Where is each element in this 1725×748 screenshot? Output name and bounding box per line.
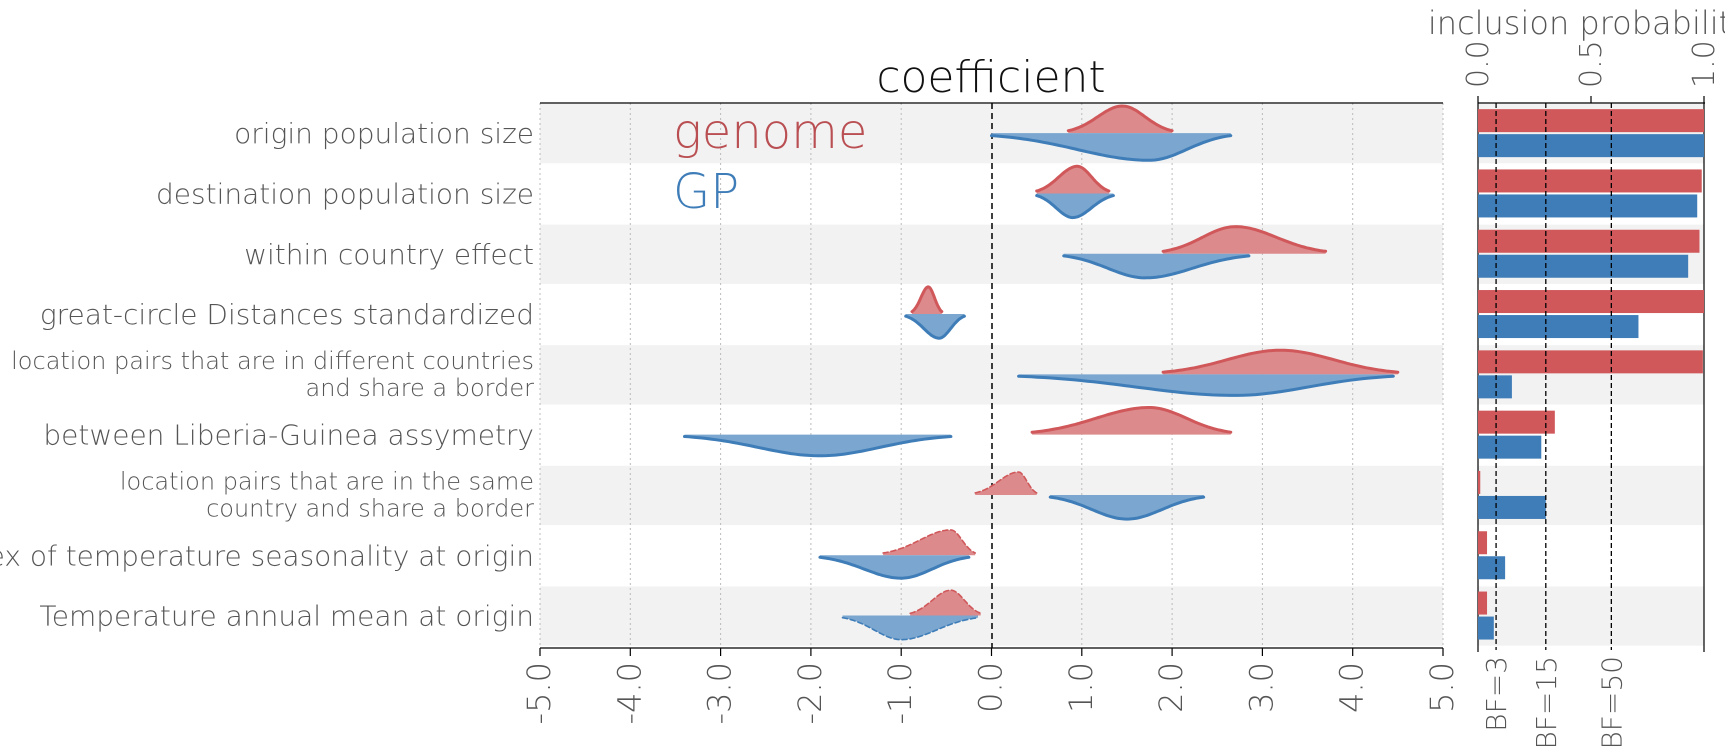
category-label: great-circle Distances standardized <box>40 298 534 331</box>
violin-genome-outline <box>882 529 976 554</box>
legend-gp: GP <box>673 164 739 220</box>
x-tick-label: -1.0 <box>881 662 919 724</box>
bar-gp <box>1478 375 1512 399</box>
violin-gp-outline <box>904 314 966 340</box>
violin-genome-fill <box>1032 407 1231 435</box>
category-labels: origin population size destination popula… <box>0 117 534 632</box>
violin-gp-fill <box>1063 253 1249 278</box>
bf-label: BF=50 <box>1595 656 1628 748</box>
category-label: between Liberia-Guinea assymetry <box>43 419 534 452</box>
x-tick-label: 0.5 <box>1574 40 1609 88</box>
x-tick-label: 1.0 <box>1062 662 1100 713</box>
category-label: and share a border <box>305 374 534 402</box>
bar-genome <box>1478 229 1700 253</box>
x-tick-label: 4.0 <box>1333 662 1371 713</box>
inclusion-bars <box>1478 109 1704 640</box>
x-tick-label: 2.0 <box>1152 662 1190 713</box>
violin-genome-outline <box>974 471 1038 494</box>
violin-genome-fill <box>1163 350 1398 375</box>
bar-gp <box>1478 254 1689 278</box>
inclusion-x-ticks: 0.0 0.5 1.0 <box>1461 40 1722 103</box>
violin-genome-fill <box>1036 166 1109 194</box>
violin-gp-fill <box>819 555 969 579</box>
category-label: origin population size <box>234 117 534 150</box>
bar-gp <box>1478 194 1698 218</box>
bar-gp <box>1478 556 1506 580</box>
category-label: Temperature annual mean at origin <box>39 600 534 633</box>
violin-genome-outline <box>1030 406 1233 434</box>
violin-genome-fill <box>910 590 981 616</box>
violin-genome-outline <box>909 589 982 615</box>
violin-genome-fill <box>912 286 942 315</box>
bar-genome <box>1478 591 1488 615</box>
violin-gp-outline <box>818 555 971 580</box>
x-tick-label: 3.0 <box>1242 662 1280 713</box>
x-tick-label: -5.0 <box>520 662 558 724</box>
violin-genome-outline <box>1161 225 1328 253</box>
bar-gp <box>1478 435 1542 459</box>
bar-genome <box>1478 410 1555 434</box>
legend-genome: genome <box>673 104 867 160</box>
x-tick-label: 1.0 <box>1687 40 1722 88</box>
violin-gp-fill <box>905 314 965 339</box>
coefficient-title: coefficient <box>876 52 1105 103</box>
bar-genome <box>1478 169 1702 193</box>
category-label: index of temperature seasonality at orig… <box>0 539 534 572</box>
violin-gp-fill <box>1050 494 1204 520</box>
x-tick-label: 0.0 <box>972 662 1010 713</box>
violin-gp-fill <box>1036 193 1114 218</box>
x-tick-label: -2.0 <box>791 662 829 724</box>
bar-gp <box>1478 495 1546 519</box>
violin-gp-fill <box>1018 374 1394 396</box>
bar-gp <box>1478 134 1704 158</box>
bar-genome <box>1478 531 1488 555</box>
violin-genome-outline <box>1161 348 1400 374</box>
violin-gp-fill <box>842 615 978 640</box>
x-tick-label: 0.0 <box>1461 40 1496 88</box>
category-label: location pairs that are in the same <box>120 467 534 495</box>
bar-genome <box>1478 350 1703 374</box>
violin-genome-fill <box>1163 226 1326 254</box>
violins <box>683 104 1400 641</box>
bar-genome <box>1478 290 1704 314</box>
category-label: country and share a border <box>206 494 534 522</box>
violin-genome-fill <box>1068 106 1173 134</box>
row-band <box>1478 586 1704 646</box>
violin-genome-outline <box>1066 104 1174 133</box>
bar-genome <box>1478 109 1704 133</box>
violin-gp-outline <box>1035 194 1115 220</box>
bayes-factor-lines: BF=3 BF=15 BF=50 <box>1480 103 1628 748</box>
violin-gp-outline <box>990 134 1233 162</box>
inclusion-title: inclusion probability <box>1428 4 1725 42</box>
violin-gp-outline <box>1062 254 1251 280</box>
violin-gp-outline <box>683 435 953 458</box>
violin-gp-fill <box>991 133 1231 161</box>
category-label: location pairs that are in different cou… <box>11 347 534 375</box>
violin-genome-outline <box>910 285 944 314</box>
violin-gp-outline <box>841 616 979 641</box>
category-label: destination population size <box>156 177 534 210</box>
violin-gp-fill <box>684 434 951 456</box>
coefficient-x-ticks: -5.0 -4.0 -3.0 -2.0 -1.0 0.0 1.0 2.0 3.0 4.0 5.0 <box>520 648 1461 724</box>
violin-genome-outline <box>1035 164 1111 193</box>
x-tick-label: -3.0 <box>701 662 739 724</box>
bar-gp <box>1478 616 1494 640</box>
x-tick-label: -4.0 <box>610 662 648 724</box>
bar-genome <box>1478 470 1481 494</box>
inclusion-probability-panel: BF=3 BF=15 BF=50 0.0 0.5 1.0 inclusion proba… <box>1428 4 1725 748</box>
category-label: within country effect <box>244 238 534 271</box>
bar-gp <box>1478 315 1639 339</box>
bf-label: BF=15 <box>1530 656 1563 748</box>
x-tick-label: 5.0 <box>1423 662 1461 713</box>
violin-genome-fill <box>975 472 1037 495</box>
violin-gp-outline <box>1048 495 1206 521</box>
bf-label: BF=3 <box>1480 656 1513 732</box>
violin-genome-fill <box>883 529 976 556</box>
coefficient-panel: -5.0 -4.0 -3.0 -2.0 -1.0 0.0 1.0 2.0 3.0 4.0 5.0 o… <box>0 52 1461 724</box>
violin-gp-outline <box>1017 374 1395 397</box>
